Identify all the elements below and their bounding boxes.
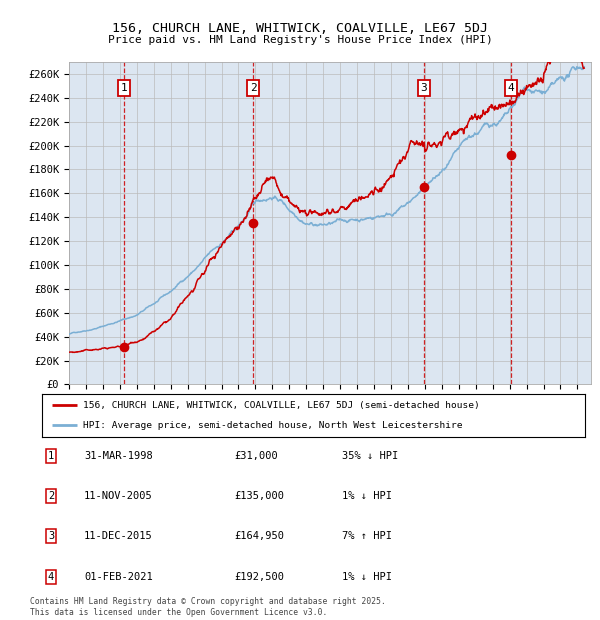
Text: 31-MAR-1998: 31-MAR-1998	[84, 451, 153, 461]
Text: Contains HM Land Registry data © Crown copyright and database right 2025.
This d: Contains HM Land Registry data © Crown c…	[30, 598, 386, 617]
Text: 01-FEB-2021: 01-FEB-2021	[84, 572, 153, 582]
Text: 1: 1	[121, 83, 127, 93]
Text: 156, CHURCH LANE, WHITWICK, COALVILLE, LE67 5DJ (semi-detached house): 156, CHURCH LANE, WHITWICK, COALVILLE, L…	[83, 401, 479, 410]
Text: 4: 4	[508, 83, 514, 93]
Text: 11-DEC-2015: 11-DEC-2015	[84, 531, 153, 541]
Text: 11-NOV-2005: 11-NOV-2005	[84, 491, 153, 501]
Text: 156, CHURCH LANE, WHITWICK, COALVILLE, LE67 5DJ: 156, CHURCH LANE, WHITWICK, COALVILLE, L…	[112, 22, 488, 35]
Text: 7% ↑ HPI: 7% ↑ HPI	[342, 531, 392, 541]
Text: 35% ↓ HPI: 35% ↓ HPI	[342, 451, 398, 461]
Text: Price paid vs. HM Land Registry's House Price Index (HPI): Price paid vs. HM Land Registry's House …	[107, 35, 493, 45]
Text: £31,000: £31,000	[234, 451, 278, 461]
Text: 3: 3	[48, 531, 54, 541]
Text: HPI: Average price, semi-detached house, North West Leicestershire: HPI: Average price, semi-detached house,…	[83, 421, 462, 430]
Text: 4: 4	[48, 572, 54, 582]
Text: 3: 3	[421, 83, 427, 93]
Text: 1% ↓ HPI: 1% ↓ HPI	[342, 491, 392, 501]
Text: 2: 2	[48, 491, 54, 501]
Text: 2: 2	[250, 83, 257, 93]
Text: £135,000: £135,000	[234, 491, 284, 501]
Text: £164,950: £164,950	[234, 531, 284, 541]
Text: £192,500: £192,500	[234, 572, 284, 582]
Text: 1: 1	[48, 451, 54, 461]
Text: 1% ↓ HPI: 1% ↓ HPI	[342, 572, 392, 582]
